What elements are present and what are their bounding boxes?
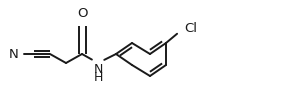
Text: Cl: Cl bbox=[184, 21, 197, 35]
Text: O: O bbox=[77, 7, 87, 20]
Text: N: N bbox=[8, 48, 18, 60]
Text: H: H bbox=[93, 71, 103, 84]
Text: N: N bbox=[93, 63, 103, 76]
